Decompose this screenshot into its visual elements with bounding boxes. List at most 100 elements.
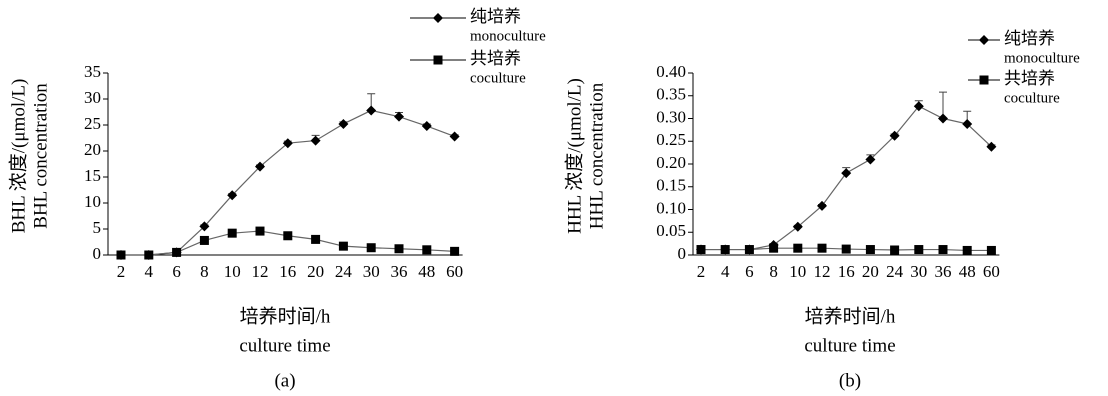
square-marker — [338, 241, 348, 251]
x-tick-label: 36 — [391, 262, 408, 281]
square-marker — [841, 244, 851, 254]
x-tick-label: 6 — [745, 262, 754, 281]
y-tick-label: 20 — [84, 140, 101, 159]
diamond-marker — [394, 111, 404, 122]
x-tick-label: 4 — [145, 262, 154, 281]
x-tick-label: 60 — [983, 262, 1000, 281]
y-tick-label: 0.40 — [656, 62, 686, 81]
y-tick-label: 25 — [84, 114, 101, 133]
legend-label: 纯培养 — [470, 7, 521, 26]
square-marker — [144, 250, 154, 260]
x-tick-label: 20 — [862, 262, 879, 281]
legend-label: 纯培养 — [1004, 29, 1055, 48]
square-marker — [793, 243, 803, 253]
y-tick-label: 15 — [84, 166, 101, 185]
square-marker — [769, 243, 779, 253]
y-tick-label: 0.05 — [656, 221, 686, 240]
x-tick-label: 24 — [335, 262, 353, 281]
square-marker — [938, 245, 948, 255]
square-marker — [890, 245, 900, 255]
x-axis-label: 培养时间/h — [240, 305, 331, 327]
diamond-marker — [889, 130, 900, 141]
square-marker — [450, 246, 460, 256]
panel-label: (b) — [839, 370, 861, 391]
square-marker — [744, 245, 754, 255]
x-tick-label: 30 — [363, 262, 380, 281]
diamond-marker — [865, 154, 876, 165]
x-tick-label: 48 — [959, 262, 976, 281]
x-tick-label: 8 — [769, 262, 778, 281]
square-marker — [986, 245, 996, 255]
y-tick-label: 30 — [84, 88, 101, 107]
x-axis-label: culture time — [804, 335, 895, 356]
legend-label: 共培养 — [470, 49, 521, 68]
diamond-marker — [433, 13, 443, 23]
y-tick-label: 5 — [93, 218, 102, 237]
y-tick-label: 0 — [678, 244, 687, 263]
legend-label: coculture — [1004, 90, 1060, 106]
x-tick-label: 10 — [789, 262, 806, 281]
diamond-marker — [962, 118, 973, 129]
square-marker — [422, 245, 432, 255]
square-marker — [979, 75, 989, 85]
square-marker — [696, 245, 706, 255]
x-tick-label: 10 — [224, 262, 241, 281]
diamond-marker — [282, 138, 293, 149]
square-marker — [394, 244, 404, 254]
square-marker — [720, 245, 730, 255]
y-axis-label: HHL concentration — [586, 82, 607, 229]
x-tick-label: 16 — [838, 262, 855, 281]
x-tick-label: 12 — [814, 262, 831, 281]
square-marker — [255, 226, 265, 236]
legend-label: coculture — [470, 70, 526, 86]
x-tick-label: 8 — [200, 262, 209, 281]
diamond-marker — [938, 113, 948, 124]
square-marker — [962, 245, 972, 255]
x-tick-label: 48 — [418, 262, 435, 281]
square-marker — [116, 250, 126, 260]
legend-label: monoculture — [470, 28, 546, 44]
square-marker — [283, 231, 293, 241]
y-tick-label: 10 — [84, 192, 101, 211]
x-axis-label: 培养时间/h — [805, 305, 896, 327]
x-tick-label: 16 — [279, 262, 296, 281]
y-tick-label: 0.20 — [656, 153, 686, 172]
legend-label: monoculture — [1004, 50, 1080, 66]
y-tick-label: 0.25 — [656, 130, 686, 149]
diamond-marker — [199, 221, 210, 232]
square-marker — [817, 243, 827, 253]
y-axis-label: HHL 浓度/(μmol/L) — [563, 78, 585, 234]
diamond-marker — [449, 131, 460, 142]
diamond-marker — [986, 141, 997, 152]
y-tick-label: 0.15 — [656, 176, 686, 195]
x-tick-label: 36 — [935, 262, 952, 281]
x-tick-label: 4 — [721, 262, 730, 281]
diamond-marker — [913, 101, 924, 112]
y-tick-label: 0.35 — [656, 85, 686, 104]
y-axis-label: BHL 浓度/(μmol/L) — [7, 79, 29, 234]
panel-label: (a) — [274, 370, 295, 391]
x-tick-label: 12 — [252, 262, 269, 281]
y-axis-label: BHL concentration — [30, 83, 51, 229]
x-tick-label: 6 — [172, 262, 181, 281]
square-marker — [914, 245, 924, 255]
y-tick-label: 0.10 — [656, 198, 686, 217]
x-axis-label: culture time — [239, 335, 330, 356]
x-tick-label: 60 — [446, 262, 463, 281]
x-tick-label: 2 — [117, 262, 126, 281]
y-tick-label: 0.30 — [656, 107, 686, 126]
legend-label: 共培养 — [1004, 69, 1055, 88]
diamond-marker — [338, 118, 349, 129]
diamond-marker — [366, 105, 377, 116]
diamond-marker — [841, 168, 852, 179]
square-marker — [865, 245, 875, 255]
x-tick-label: 24 — [886, 262, 904, 281]
square-marker — [433, 55, 443, 65]
diamond-marker — [255, 161, 265, 172]
diamond-marker — [310, 135, 321, 146]
diamond-marker — [817, 200, 827, 211]
square-marker — [311, 234, 321, 244]
square-marker — [227, 228, 237, 238]
diamond-marker — [792, 221, 803, 232]
